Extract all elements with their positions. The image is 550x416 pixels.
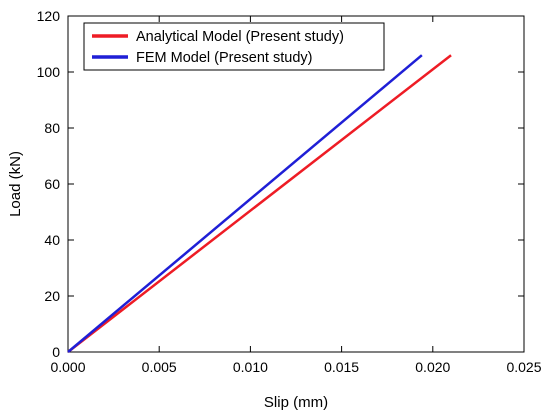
y-tick-label: 100 (37, 64, 61, 80)
x-tick-label: 0.020 (415, 359, 450, 375)
series-line-2 (67, 54, 423, 353)
legend-label-1: Analytical Model (Present study) (136, 29, 344, 45)
y-axis-title: Load (kN) (7, 151, 24, 217)
y-tick-label: 40 (44, 232, 60, 248)
x-tick-label: 0.000 (50, 359, 85, 375)
legend: Analytical Model (Present study) FEM Mode… (83, 22, 385, 71)
x-tick-label: 0.025 (506, 359, 541, 375)
x-axis-ticks: 0.000 0.005 0.010 0.015 0.020 0.025 (50, 16, 542, 375)
x-tick-label: 0.005 (142, 359, 177, 375)
series-line-1 (67, 54, 452, 353)
x-tick-label: 0.010 (233, 359, 268, 375)
legend-box (83, 22, 385, 71)
y-tick-label: 60 (44, 176, 60, 192)
x-tick-label: 0.015 (324, 359, 359, 375)
series-layer (67, 54, 452, 353)
y-tick-label: 120 (37, 8, 61, 24)
y-tick-label: 80 (44, 120, 60, 136)
x-axis-title: Slip (mm) (264, 394, 328, 411)
y-axis-ticks: 0 20 40 60 80 100 120 (37, 8, 524, 360)
legend-label-2: FEM Model (Present study) (136, 50, 312, 66)
y-tick-label: 20 (44, 288, 60, 304)
y-tick-label: 0 (52, 344, 60, 360)
